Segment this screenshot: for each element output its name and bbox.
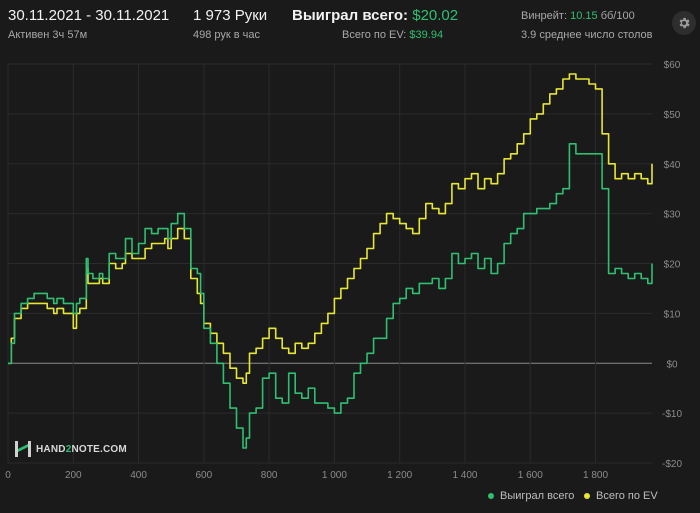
y-tick-label: $40 [664, 160, 681, 171]
x-tick-label: 1 000 [322, 470, 347, 481]
date-range: 30.11.2021 - 30.11.2021 [8, 7, 170, 24]
legend-item-ev[interactable]: Всего по EV [584, 490, 658, 502]
hand2note-logo-icon [15, 441, 31, 457]
won-total: Выиграл всего: $20.02 [292, 7, 458, 24]
legend-label-won: Выиграл всего [500, 490, 575, 502]
logo-text: HAND2NOTE.COM [36, 443, 127, 455]
y-tick-label: $30 [664, 210, 681, 221]
ev-total: Всего по EV: $39.94 [342, 29, 443, 41]
x-tick-label: 600 [196, 470, 213, 481]
winrate-unit: бб/100 [600, 10, 635, 22]
winrate-value: 10.15 [570, 10, 598, 22]
y-tick-label: $60 [664, 60, 681, 71]
x-tick-label: 800 [261, 470, 278, 481]
won-total-label: Выиграл всего: [292, 7, 409, 24]
winrate-label: Винрейт: [521, 10, 568, 22]
legend-label-ev: Всего по EV [596, 490, 658, 502]
x-tick-label: 0 [5, 470, 11, 481]
hands-per-hour: 498 рук в час [193, 29, 261, 41]
legend-dot-ev [584, 493, 590, 499]
x-tick-label: 1 600 [518, 470, 543, 481]
gear-icon [679, 17, 690, 29]
x-tick-label: 200 [65, 470, 82, 481]
active-time: Активен 3ч 57м [8, 29, 88, 41]
stats-header: 30.11.2021 - 30.11.2021 Активен 3ч 57м 1… [0, 0, 700, 52]
hand2note-logo: HAND2NOTE.COM [14, 440, 127, 458]
y-tick-label: $20 [664, 260, 681, 271]
ev-total-label: Всего по EV: [342, 29, 407, 41]
hands-count: 1 973 Руки [193, 7, 268, 24]
won-total-value: $20.02 [412, 7, 459, 24]
y-tick-label: -$20 [662, 459, 682, 470]
avg-tables: 3.9 среднее число столов [521, 29, 653, 41]
x-tick-label: 1 200 [387, 470, 412, 481]
y-tick-label: $50 [664, 110, 681, 121]
legend-dot-won [488, 493, 494, 499]
y-tick-label: $0 [666, 359, 678, 370]
settings-button[interactable] [672, 11, 696, 35]
x-tick-label: 400 [130, 470, 147, 481]
series-line-won [8, 143, 653, 449]
y-tick-label: $10 [664, 309, 681, 320]
legend-item-won[interactable]: Выиграл всего [488, 490, 574, 502]
x-tick-label: 1 800 [583, 470, 608, 481]
winrate: Винрейт: 10.15 бб/100 [521, 10, 635, 22]
x-tick-label: 1 400 [452, 470, 477, 481]
series-line-ev [8, 73, 653, 384]
y-tick-label: -$10 [662, 409, 682, 420]
ev-total-value: $39.94 [409, 29, 444, 41]
